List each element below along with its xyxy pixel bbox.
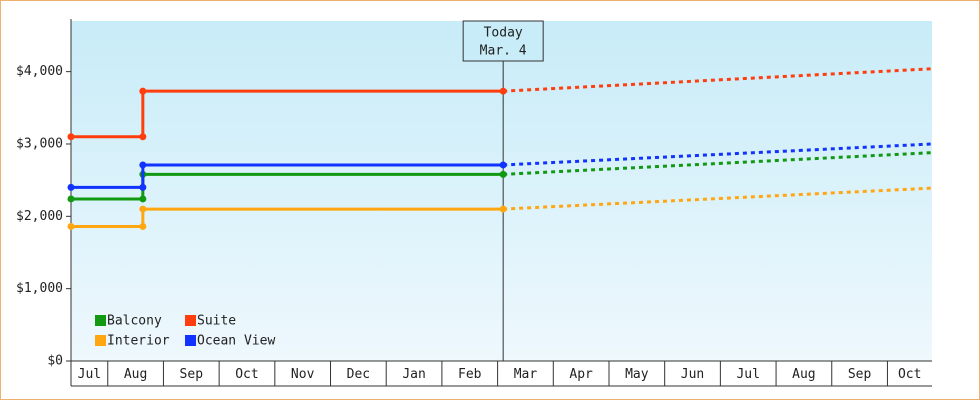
point bbox=[139, 222, 147, 230]
x-tick-label: May bbox=[625, 367, 649, 382]
point bbox=[139, 183, 147, 191]
x-tick-label: Aug bbox=[792, 367, 815, 382]
legend-swatch bbox=[95, 315, 106, 326]
point bbox=[499, 87, 507, 95]
x-tick-label: Jan bbox=[402, 367, 425, 382]
point bbox=[67, 222, 75, 230]
plot-background bbox=[71, 21, 932, 361]
x-tick-label: Oct bbox=[898, 367, 921, 382]
x-tick-label: Sep bbox=[848, 367, 872, 382]
x-tick-label: Dec bbox=[347, 367, 370, 382]
y-tick-label: $1,000 bbox=[16, 281, 63, 296]
today-date: Mar. 4 bbox=[480, 44, 527, 59]
today-box bbox=[462, 20, 544, 62]
legend-label: Balcony bbox=[107, 314, 162, 329]
series-line bbox=[71, 207, 504, 228]
point bbox=[499, 205, 507, 213]
x-tick-label: Jun bbox=[681, 367, 704, 382]
x-tick-label: Jul bbox=[78, 367, 101, 382]
y-tick-label: $3,000 bbox=[16, 136, 63, 151]
legend-label: Interior bbox=[107, 334, 170, 349]
point bbox=[139, 205, 147, 213]
legend-swatch bbox=[185, 315, 196, 326]
x-tick-label: Jul bbox=[736, 367, 759, 382]
x-tick-label: Nov bbox=[291, 367, 315, 382]
x-tick-label: Mar bbox=[514, 367, 538, 382]
point bbox=[139, 87, 147, 95]
series-line bbox=[71, 89, 504, 139]
y-tick-label: $4,000 bbox=[16, 64, 63, 79]
series-line bbox=[71, 163, 504, 189]
point bbox=[139, 133, 147, 141]
today-label: Today bbox=[484, 26, 523, 41]
y-tick-label: $0 bbox=[47, 354, 63, 369]
point bbox=[499, 170, 507, 178]
point bbox=[67, 195, 75, 203]
point bbox=[67, 133, 75, 141]
legend-swatch bbox=[95, 335, 106, 346]
x-tick-label: Oct bbox=[235, 367, 258, 382]
legend-label: Suite bbox=[197, 314, 236, 329]
legend-swatch bbox=[185, 335, 196, 346]
point bbox=[499, 161, 507, 169]
point bbox=[139, 195, 147, 203]
x-tick-label: Aug bbox=[124, 367, 147, 382]
point bbox=[67, 183, 75, 191]
x-tick-label: Feb bbox=[458, 367, 482, 382]
x-tick-label: Apr bbox=[569, 367, 593, 382]
point bbox=[139, 161, 147, 169]
y-tick-label: $2,000 bbox=[16, 209, 63, 224]
legend-label: Ocean View bbox=[197, 334, 275, 349]
x-tick-label: Sep bbox=[180, 367, 204, 382]
